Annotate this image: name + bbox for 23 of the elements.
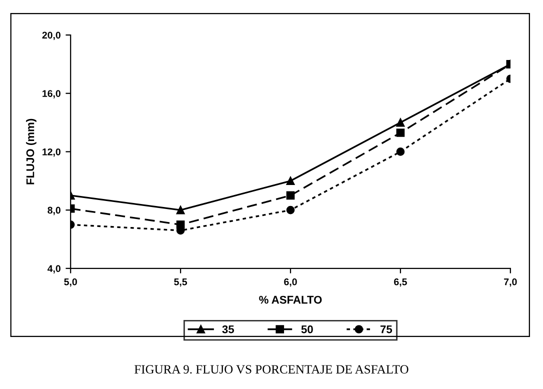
y-tick-label: 8,0 <box>48 206 60 216</box>
x-tick-label: 5,0 <box>64 278 77 287</box>
point <box>396 148 405 156</box>
point <box>396 128 405 137</box>
point <box>286 191 295 200</box>
point <box>286 206 295 214</box>
y-tick-label: 16,0 <box>42 90 60 98</box>
y-axis-title: FLUJO (mm) <box>26 118 36 184</box>
y-tick-label: 4,0 <box>48 265 60 274</box>
legend-label: 35 <box>222 325 234 334</box>
x-tick-label: 6,0 <box>284 278 297 287</box>
x-tick-label: 6,5 <box>394 278 407 287</box>
y-tick-label: 12,0 <box>42 148 60 157</box>
legend-label: 75 <box>380 326 392 334</box>
y-tick-label: 20,0 <box>42 32 60 40</box>
point <box>396 118 405 127</box>
text: FIGURA 9. FLUJO VS PORCENTAJE DE ASFALTO <box>134 365 408 374</box>
point <box>286 176 295 186</box>
x-tick-label: 7,0 <box>504 278 517 287</box>
x-tick-label: 5,5 <box>174 278 188 287</box>
legend-label: 50 <box>301 325 313 334</box>
point <box>176 206 185 214</box>
x-axis-title: % ASFALTO <box>259 296 322 304</box>
